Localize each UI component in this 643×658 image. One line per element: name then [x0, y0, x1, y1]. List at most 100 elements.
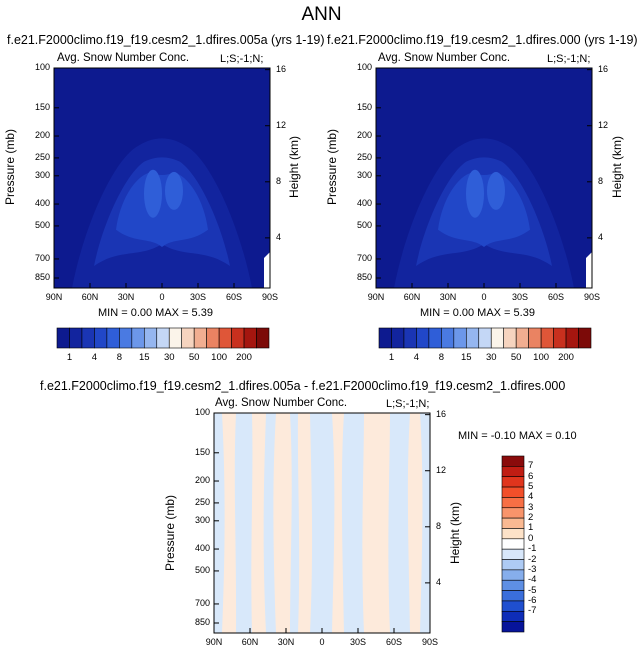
colorbar-swatch — [231, 327, 245, 349]
lat-tick-label: 60N — [403, 292, 421, 302]
lat-tick-label: 60S — [385, 637, 402, 647]
pressure-tick-label: 250 — [194, 496, 210, 507]
minmax-3: MIN = -0.10 MAX = 0.10 — [458, 430, 577, 442]
plot-title-2: Avg. Snow Number Conc. — [378, 52, 511, 64]
colorbar-swatch — [503, 327, 517, 349]
colorbar-swatch — [501, 486, 525, 498]
colorbar-swatch — [501, 517, 525, 529]
pressure-tick-label: 100 — [356, 62, 372, 72]
positive-band — [251, 413, 266, 633]
colorbar-label: 0 — [528, 532, 534, 544]
colorbar-label: 4 — [413, 352, 420, 363]
positive-band — [332, 413, 344, 633]
lat-tick-label: 90S — [261, 292, 278, 302]
pressure-tick-label: 150 — [356, 101, 372, 112]
pressure-tick-label: 300 — [194, 514, 210, 525]
colorbar-swatch — [490, 327, 505, 349]
colorbar-swatch — [501, 569, 525, 581]
pressure-tick-label: 200 — [194, 475, 210, 486]
height-tick-label: 8 — [436, 520, 442, 531]
level-label-3: L;S;-1;N; — [386, 398, 430, 410]
colorbar-label: 4 — [91, 352, 98, 363]
contour-level-4-south — [487, 171, 505, 210]
colorbar-swatch — [578, 327, 592, 349]
colorbar-swatch — [501, 466, 525, 478]
colorbar-swatch — [168, 327, 183, 349]
y-axis-label-3: Pressure (mb) — [163, 494, 178, 572]
plot-title-3: Avg. Snow Number Conc. — [215, 397, 348, 409]
colorbar-swatch — [181, 327, 195, 349]
height-tick-label: 8 — [598, 175, 604, 186]
height-tick-label: 16 — [276, 63, 287, 74]
pressure-tick-label: 700 — [356, 252, 372, 263]
colorbar-swatch — [501, 548, 525, 560]
colorbar-swatch — [501, 538, 525, 550]
colorbar-label: 15 — [460, 352, 472, 363]
lat-tick-label: 30N — [277, 637, 295, 647]
positive-band — [297, 413, 313, 633]
colorbar-label: -2 — [528, 553, 537, 565]
pressure-tick-label: 700 — [34, 252, 50, 263]
height-tick-label: 4 — [598, 231, 604, 242]
colorbar-label: 200 — [558, 352, 574, 363]
colorbar-swatch — [193, 327, 207, 349]
pressure-tick-label: 150 — [194, 446, 210, 457]
lat-tick-label: 90S — [583, 292, 600, 302]
colorbar-swatch — [465, 327, 480, 349]
lat-tick-label: 60N — [81, 292, 99, 302]
pressure-tick-label: 850 — [34, 272, 50, 282]
colorbar-swatch — [243, 327, 257, 349]
colorbar-swatch — [528, 327, 542, 349]
case-title-3: f.e21.F2000climo.f19_f19.cesm2_1.dfires.… — [40, 379, 566, 393]
level-label-1: L;S;-1;N; — [220, 53, 264, 65]
colorbar-label: -4 — [528, 574, 537, 586]
colorbar-label: 8 — [438, 352, 444, 363]
colorbar-swatch — [441, 327, 455, 349]
pressure-tick-label: 500 — [34, 219, 50, 230]
colorbar-1 — [56, 327, 270, 349]
colorbar-label: -7 — [528, 605, 537, 617]
pressure-tick-label: 300 — [34, 169, 50, 180]
colorbar-swatch — [453, 327, 467, 349]
contour-plot-1 — [53, 67, 271, 289]
colorbar-swatch — [501, 559, 525, 571]
lat-tick-label: 60S — [547, 292, 564, 302]
colorbar-label: 7 — [528, 460, 534, 472]
lat-tick-label: 90S — [421, 637, 438, 647]
contour-level-4-south — [165, 171, 183, 210]
colorbar-label: 30 — [163, 352, 175, 363]
colorbar-label: 50 — [510, 352, 522, 363]
lat-tick-label: 30S — [511, 292, 528, 302]
colorbar-label: 8 — [116, 352, 122, 363]
contour-level-4-north — [466, 169, 484, 218]
colorbar-swatch — [81, 327, 95, 349]
colorbar-label: 200 — [236, 352, 252, 363]
pressure-tick-label: 500 — [356, 219, 372, 230]
pressure-tick-label: 400 — [194, 543, 210, 554]
contour-level-3 — [116, 172, 208, 248]
lat-tick-label: 0 — [319, 637, 325, 647]
colorbar-swatch — [156, 327, 170, 349]
case-title-2: f.e21.F2000climo.f19_f19.cesm2_1.dfires.… — [327, 33, 638, 47]
colorbar-swatch — [501, 600, 525, 612]
colorbar-swatch — [94, 327, 108, 349]
colorbar-swatch — [501, 476, 525, 488]
pressure-tick-label: 100 — [34, 62, 50, 72]
height-tick-label: 16 — [436, 408, 447, 419]
colorbar-swatch — [501, 579, 525, 591]
colorbar-label: 6 — [528, 470, 534, 482]
height-tick-label: 12 — [598, 119, 609, 130]
height-tick-label: 4 — [436, 576, 442, 587]
colorbar-2 — [378, 327, 592, 349]
colorbar-swatch — [56, 327, 70, 349]
pressure-tick-label: 850 — [356, 272, 372, 282]
colorbar-label: 2 — [528, 512, 534, 524]
lat-tick-label: 90N — [205, 637, 223, 647]
colorbar-label: 3 — [528, 501, 534, 513]
contour-level-4-north — [144, 169, 162, 218]
case-title-1: f.e21.F2000climo.f19_f19.cesm2_1.dfires.… — [7, 33, 325, 47]
colorbar-swatch — [553, 327, 567, 349]
lat-tick-label: 30N — [439, 292, 457, 302]
positive-band — [362, 413, 390, 633]
pressure-tick-label: 250 — [356, 151, 372, 162]
